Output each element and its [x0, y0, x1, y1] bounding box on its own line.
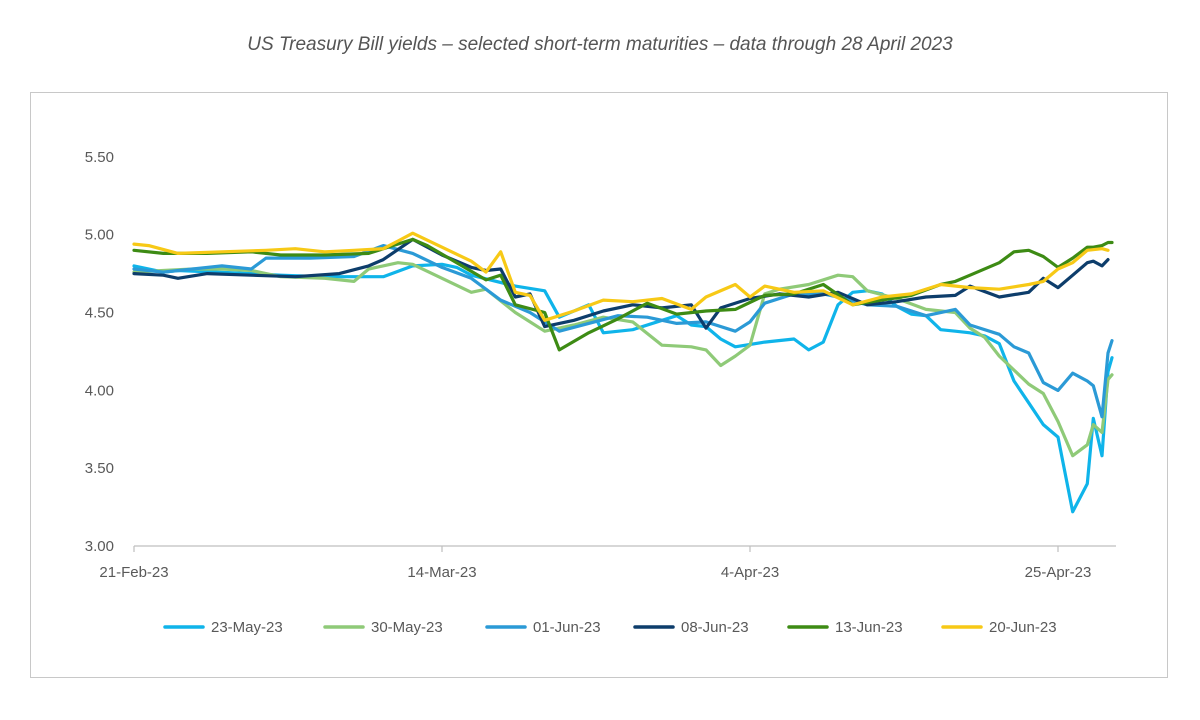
series-lines: [132, 231, 1114, 514]
x-tick-label: 4-Apr-23: [721, 564, 779, 581]
legend: 23-May-23 30-May-23 01-Jun-23 08-Jun-23 13-J…: [163, 619, 1057, 636]
y-tick-label: 3.00: [85, 538, 114, 555]
series-line-01-Jun-23: [132, 244, 1114, 419]
series-line-20-Jun-23: [132, 231, 1110, 322]
legend-label: 13-Jun-23: [835, 619, 903, 636]
chart-title: US Treasury Bill yields – selected short…: [247, 34, 953, 55]
legend-label: 23-May-23: [211, 619, 283, 636]
y-tick-label: 5.00: [85, 227, 114, 244]
axes: 3.00 3.50 4.00 4.50 5.00 5.50 21-Feb-23 14-Mar-…: [85, 149, 1116, 581]
legend-label: 01-Jun-23: [533, 619, 601, 636]
series-line-08-Jun-23: [132, 237, 1110, 330]
series-line-13-Jun-23: [132, 237, 1114, 352]
x-tick-label: 21-Feb-23: [99, 564, 168, 581]
chart-frame: [30, 92, 1168, 678]
y-tick-label: 4.00: [85, 382, 114, 399]
y-tick-label: 5.50: [85, 149, 114, 166]
x-tick-label: 25-Apr-23: [1025, 564, 1092, 581]
legend-label: 08-Jun-23: [681, 619, 749, 636]
legend-label: 30-May-23: [371, 619, 443, 636]
y-tick-label: 4.50: [85, 305, 114, 322]
legend-label: 20-Jun-23: [989, 619, 1057, 636]
x-tick-label: 14-Mar-23: [407, 564, 476, 581]
series-line-30-May-23: [132, 261, 1114, 458]
y-tick-label: 3.50: [85, 460, 114, 477]
